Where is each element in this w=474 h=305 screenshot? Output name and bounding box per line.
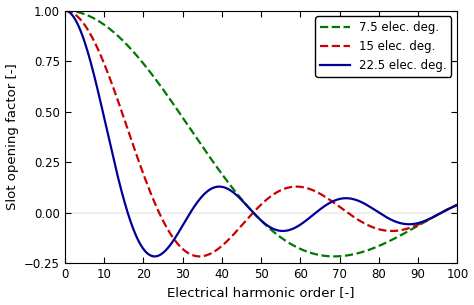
15 elec. deg. bbox=[62, 9, 68, 13]
7.5 elec. deg. bbox=[156, 82, 162, 86]
7.5 elec. deg. bbox=[455, 203, 460, 206]
22.5 elec. deg. bbox=[275, 228, 281, 232]
15 elec. deg. bbox=[156, 211, 162, 215]
22.5 elec. deg. bbox=[212, 185, 218, 189]
22.5 elec. deg. bbox=[298, 222, 304, 226]
Line: 22.5 elec. deg.: 22.5 elec. deg. bbox=[65, 11, 457, 257]
7.5 elec. deg. bbox=[212, 163, 218, 167]
22.5 elec. deg. bbox=[89, 63, 94, 67]
15 elec. deg. bbox=[298, 185, 304, 189]
15 elec. deg. bbox=[353, 217, 359, 220]
X-axis label: Electrical harmonic order [-]: Electrical harmonic order [-] bbox=[167, 286, 355, 300]
Line: 15 elec. deg.: 15 elec. deg. bbox=[65, 11, 457, 257]
22.5 elec. deg. bbox=[62, 9, 68, 13]
7.5 elec. deg. bbox=[89, 15, 94, 19]
7.5 elec. deg. bbox=[298, 247, 304, 251]
15 elec. deg. bbox=[89, 34, 94, 38]
7.5 elec. deg. bbox=[331, 255, 337, 258]
15 elec. deg. bbox=[455, 203, 460, 207]
22.5 elec. deg. bbox=[152, 255, 157, 258]
22.5 elec. deg. bbox=[455, 203, 460, 207]
7.5 elec. deg. bbox=[353, 252, 359, 256]
Y-axis label: Slot opening factor [-]: Slot opening factor [-] bbox=[6, 63, 18, 210]
15 elec. deg. bbox=[212, 249, 218, 253]
22.5 elec. deg. bbox=[156, 253, 162, 257]
22.5 elec. deg. bbox=[353, 198, 359, 202]
Line: 7.5 elec. deg.: 7.5 elec. deg. bbox=[65, 11, 457, 257]
15 elec. deg. bbox=[275, 190, 281, 194]
Legend: 7.5 elec. deg., 15 elec. deg., 22.5 elec. deg.: 7.5 elec. deg., 15 elec. deg., 22.5 elec… bbox=[315, 16, 451, 77]
7.5 elec. deg. bbox=[275, 233, 281, 237]
15 elec. deg. bbox=[197, 255, 202, 258]
7.5 elec. deg. bbox=[62, 9, 68, 13]
